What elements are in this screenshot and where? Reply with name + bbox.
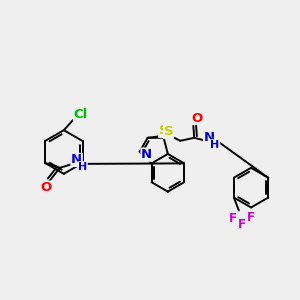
Text: H: H [210, 140, 220, 150]
Text: O: O [192, 112, 203, 124]
Text: O: O [40, 181, 52, 194]
Text: H: H [78, 162, 87, 172]
Text: N: N [71, 153, 82, 167]
Text: Cl: Cl [74, 108, 88, 121]
Text: N: N [203, 131, 214, 144]
Text: F: F [229, 212, 237, 225]
Text: S: S [159, 124, 169, 137]
Text: S: S [164, 125, 173, 138]
Text: F: F [238, 218, 246, 231]
Text: N: N [141, 148, 152, 161]
Text: F: F [247, 211, 255, 224]
